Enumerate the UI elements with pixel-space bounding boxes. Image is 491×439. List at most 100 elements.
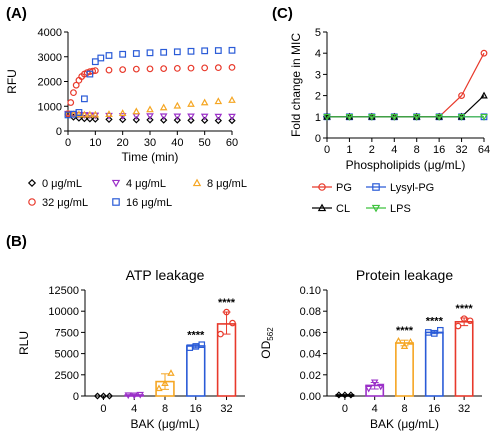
- data-point: [91, 110, 100, 118]
- x-tick-label: 4: [372, 403, 378, 415]
- data-point: [91, 67, 99, 75]
- data-point: [70, 89, 77, 97]
- data-point: [105, 115, 113, 124]
- y-tick-label: 1000: [38, 101, 62, 113]
- data-point: [186, 344, 194, 351]
- bar: [395, 342, 414, 397]
- y-tick-label: 0.10: [300, 285, 321, 297]
- legend-marker: [371, 204, 381, 213]
- legend-marker: [317, 203, 327, 212]
- data-point: [187, 116, 195, 125]
- legend-label: 16 μg/mL: [126, 197, 172, 209]
- y-tick-label: 10000: [48, 306, 79, 318]
- panel-letter-a: (A): [6, 5, 27, 22]
- data-point: [146, 65, 154, 73]
- y-tick-label: 4000: [38, 27, 62, 39]
- data-point: [437, 326, 444, 334]
- data-point: [376, 383, 385, 391]
- x-axis-title: BAK (μg/mL): [370, 417, 439, 431]
- data-point: [214, 97, 223, 105]
- data-point: [368, 113, 376, 121]
- legend-marker: [111, 179, 121, 188]
- legend-label: Lysyl-PG: [390, 182, 434, 194]
- significance-label: ****: [456, 303, 474, 315]
- data-point: [119, 50, 127, 58]
- data-point: [67, 99, 75, 106]
- data-point: [228, 113, 236, 121]
- data-point: [460, 315, 468, 322]
- x-tick-label: 32: [455, 144, 467, 156]
- legend-marker: [112, 198, 120, 206]
- data-point: [75, 109, 83, 116]
- x-tick-label: 2: [369, 144, 375, 156]
- data-point: [192, 343, 200, 350]
- legend-label: LPS: [390, 203, 411, 215]
- x-tick-label: 16: [428, 403, 440, 415]
- bar: [186, 345, 206, 397]
- data-point: [105, 110, 113, 118]
- y-axis-title: Fold change in MIC: [289, 33, 303, 137]
- data-point: [86, 70, 94, 78]
- y-tick-label: 0.04: [300, 349, 321, 361]
- data-point: [80, 114, 89, 123]
- data-point: [400, 342, 409, 349]
- data-point: [97, 54, 105, 62]
- data-point: [146, 49, 154, 57]
- data-point: [93, 392, 102, 400]
- data-point: [390, 113, 399, 121]
- data-point: [167, 369, 175, 376]
- data-point: [160, 116, 168, 124]
- data-point: [341, 391, 349, 399]
- x-tick-label: 20: [117, 137, 129, 149]
- data-point: [159, 103, 168, 111]
- data-point: [347, 391, 355, 399]
- legend-label: CL: [336, 203, 350, 215]
- x-tick-label: 10: [89, 137, 101, 149]
- data-point: [119, 66, 127, 74]
- data-point: [146, 113, 154, 121]
- legend-marker: [372, 183, 380, 191]
- x-tick-label: 50: [199, 137, 211, 149]
- y-tick-label: 0.02: [300, 370, 321, 382]
- data-point: [99, 392, 108, 400]
- data-point: [480, 49, 488, 57]
- data-point: [412, 113, 421, 121]
- data-point: [457, 113, 466, 121]
- data-point: [132, 116, 140, 124]
- legend-marker: [192, 178, 202, 187]
- x-axis-title: Time (min): [122, 150, 179, 164]
- x-axis-title: Phospholipids (μg/mL): [346, 158, 466, 172]
- data-point: [161, 379, 169, 387]
- data-point: [173, 116, 181, 124]
- data-point: [91, 115, 99, 123]
- y-axis-title: RLU: [17, 331, 31, 355]
- data-point: [72, 81, 80, 89]
- data-point: [364, 385, 373, 393]
- chart-rfu-time: 0 10 20 30 40 50 60 0 1000 2000 3000 4000 Time (min)…: [5, 27, 238, 164]
- bar: [335, 394, 355, 397]
- legend-marker: [318, 183, 326, 191]
- data-point: [201, 116, 209, 125]
- data-point: [91, 112, 100, 120]
- data-point: [214, 116, 222, 125]
- y-tick-label: 5: [315, 27, 321, 39]
- y-axis-title-main: RLU: [17, 331, 31, 355]
- legend-label: 4 μg/mL: [126, 178, 166, 190]
- bar: [216, 323, 237, 397]
- data-point: [124, 392, 132, 400]
- data-point: [335, 391, 343, 399]
- y-tick-label: 4: [315, 48, 321, 60]
- x-tick-label: 4: [391, 144, 397, 156]
- series-line: [327, 52, 485, 118]
- data-point: [75, 110, 83, 118]
- chart-fold-change-mic: 0 1 2 4 8 16 32 64 0 1 2 3 4 5 Phospholipids (μg/mL) Fo…: [289, 27, 490, 172]
- data-point: [173, 64, 181, 72]
- chart-title: Protein leakage: [356, 267, 454, 283]
- legend-label: 32 μg/mL: [42, 197, 88, 209]
- significance-label: ****: [187, 330, 205, 342]
- data-point: [159, 113, 168, 121]
- legend-rfu-time: 0 μg/mL 4 μg/mL 8 μg/mL 32 μg/mL 16 μg/mL: [27, 178, 247, 209]
- data-point: [132, 65, 140, 73]
- y-tick-label: 2: [315, 91, 321, 103]
- data-point: [160, 48, 168, 56]
